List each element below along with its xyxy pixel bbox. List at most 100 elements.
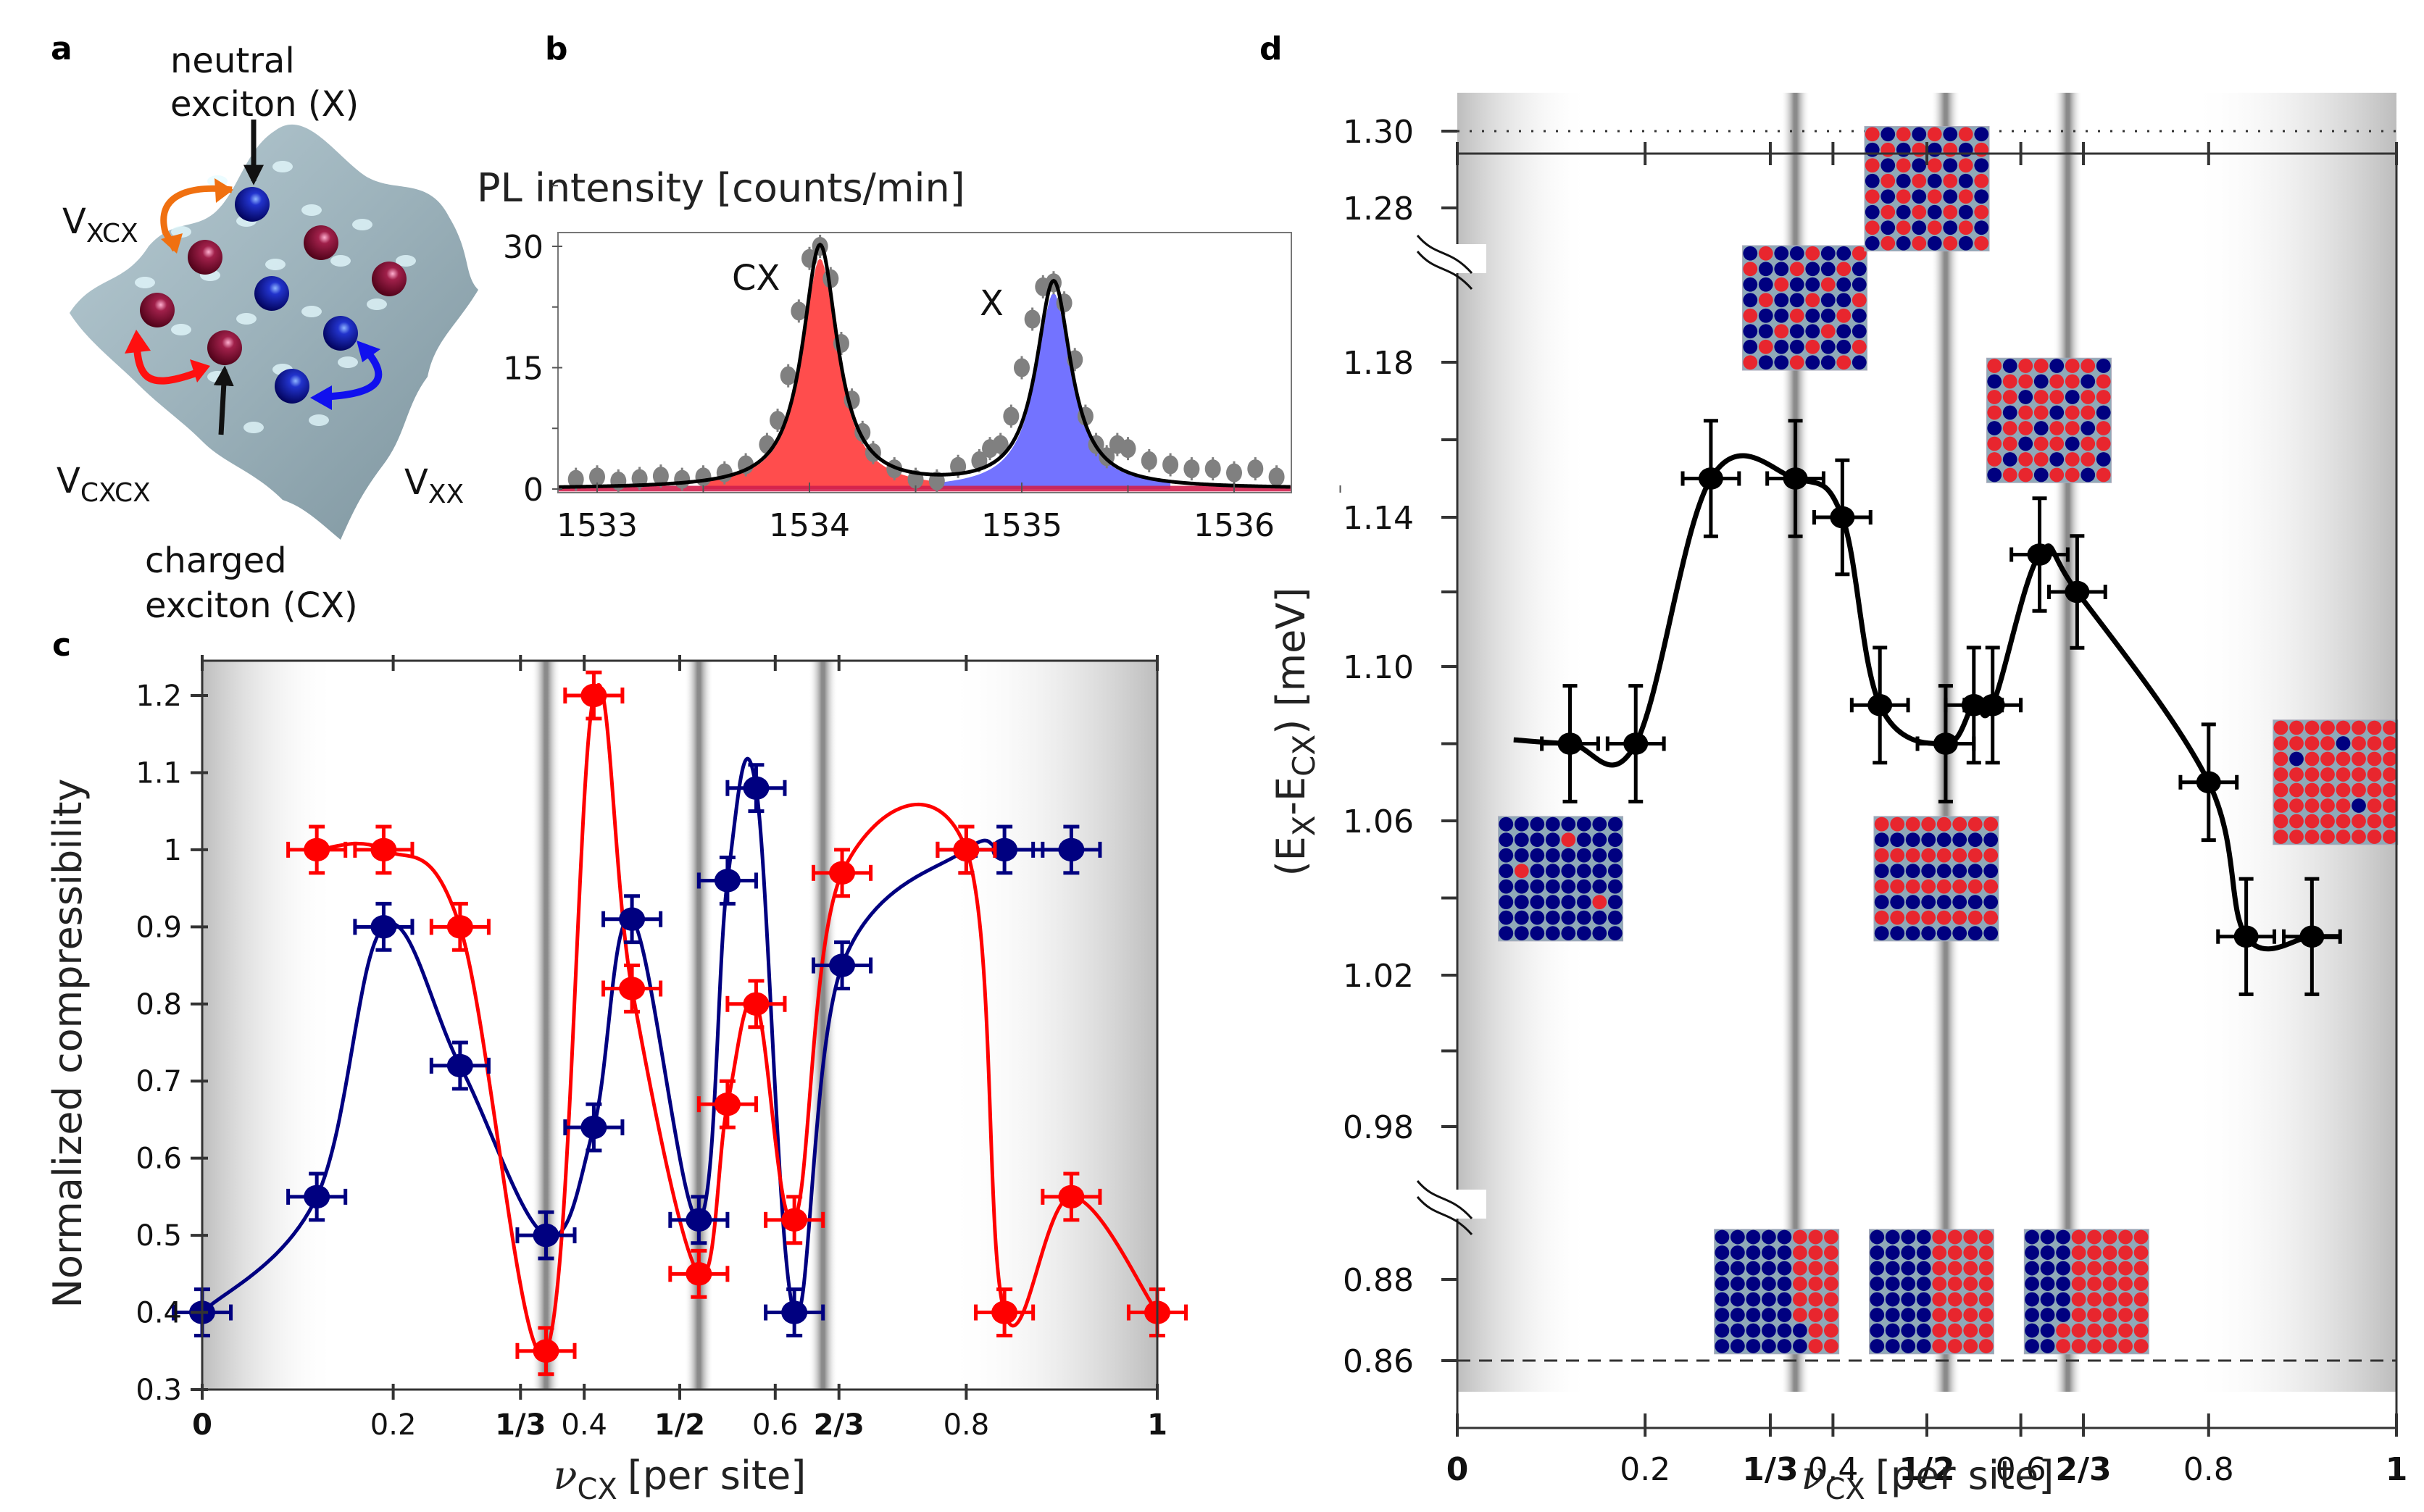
charged-site (2320, 782, 2335, 798)
neutral-site (1545, 848, 1560, 863)
neutral-site (1836, 293, 1852, 308)
charged-site (1936, 816, 1952, 832)
charged-site (1978, 1323, 1994, 1338)
y-tick-label: 0.5 (136, 1219, 182, 1253)
neutral-site (1805, 277, 1820, 292)
neutral-site (1715, 1245, 1730, 1260)
charged-site (2118, 1339, 2133, 1353)
charged-site (2320, 736, 2335, 751)
x-tick-label: 1/3 (495, 1408, 546, 1442)
neutral-site (1730, 1292, 1745, 1307)
neutral-site (1758, 308, 1773, 323)
charged-site (2087, 1308, 2102, 1322)
axis-break-mask (1428, 244, 1486, 273)
neutral-site (1774, 293, 1789, 308)
peak-fill-x (936, 293, 1171, 489)
charged-site (1905, 848, 1920, 863)
neutral-site (1852, 262, 1867, 277)
charged-site (1974, 235, 1989, 251)
charged-site (2273, 736, 2288, 751)
neutral-site (1743, 293, 1758, 308)
charged-site (2065, 374, 2080, 389)
y-tick-label: 0 (523, 472, 543, 509)
y-tick-label: 1.18 (1343, 345, 1414, 382)
neutral-site (1499, 926, 1514, 941)
neutral-site (1777, 1292, 1792, 1307)
v-xx-arrowhead-2 (310, 385, 332, 410)
panel-b-marks (558, 235, 1291, 493)
data-point (781, 1300, 808, 1324)
charged-site (2133, 1308, 2149, 1322)
charged-site (2383, 798, 2397, 813)
charged-site (1947, 1292, 1962, 1307)
charged-site (2087, 1292, 2102, 1307)
data-point (1698, 467, 1723, 490)
neutral-site (1607, 848, 1623, 863)
neutral-site (1762, 1323, 1776, 1338)
neutral-site (1789, 339, 1804, 354)
charged-site (2383, 751, 2397, 767)
neutral-site (1820, 262, 1836, 277)
x-tick-label: 1/2 (654, 1408, 705, 1442)
neutral-site (1974, 158, 1989, 173)
charged-site (1967, 879, 1983, 894)
surface-highlight (171, 226, 191, 238)
panel-letter-d: d (1259, 30, 1283, 67)
charged-site (2304, 720, 2320, 735)
data-point (2065, 580, 2090, 603)
neutral-site (2040, 1261, 2055, 1276)
neutral-site (1499, 848, 1514, 863)
neutral-site (1974, 220, 1989, 235)
neutral-site (1730, 1323, 1745, 1338)
neutral-site (1921, 895, 1936, 910)
neutral-site (1943, 127, 1958, 142)
charged-site (2118, 1245, 2133, 1260)
y-tick-label: 1 (164, 834, 182, 867)
charged-site (1983, 910, 1999, 925)
x-tick-label: 0 (192, 1408, 212, 1442)
charged-site (2367, 720, 2382, 735)
charged-site (2289, 814, 2304, 829)
neutral-site (1852, 308, 1867, 323)
charged-exciton-ball (372, 262, 407, 296)
neutral-site (1905, 926, 1920, 941)
x-tick-label: 1 (1147, 1408, 1167, 1442)
edge-shading-right (947, 661, 1157, 1390)
neutral-site (2040, 1245, 2055, 1260)
neutral-site (1514, 832, 1529, 848)
x-tick-label: 1533 (557, 507, 638, 544)
neutral-exciton-label-line1: neutral (170, 41, 295, 81)
neutral-site (1746, 1261, 1761, 1276)
data-point (714, 869, 741, 893)
charged-site (1514, 864, 1529, 879)
charged-site (2102, 1229, 2117, 1245)
data-point (370, 915, 397, 939)
neutral-site (2049, 405, 2065, 420)
neutral-site (1576, 864, 1591, 879)
charged-site (2065, 359, 2080, 373)
neutral-site (1762, 1277, 1776, 1291)
charged-site (2289, 720, 2304, 735)
neutral-site (1958, 173, 1973, 188)
neutral-site (1774, 246, 1789, 261)
neutral-site (2096, 359, 2111, 373)
charged-site (1978, 1245, 1994, 1260)
charged-site (2352, 767, 2366, 782)
neutral-site (2049, 452, 2065, 467)
neutral-site (1936, 926, 1952, 941)
data-point (619, 977, 646, 1001)
charged-site (2320, 830, 2335, 844)
charged-site (2304, 751, 2320, 767)
neutral-site (1746, 1292, 1761, 1307)
charged-site (1983, 848, 1999, 863)
charged-site (1952, 910, 1967, 925)
fit-curve (559, 242, 1291, 489)
neutral-site (2056, 1245, 2070, 1260)
charged-site (2018, 452, 2033, 467)
charged-site (1852, 246, 1867, 261)
panel-d-energy: 0 0.2 1/3 0.4 1/2 0.6 2/3 0.8 1 0.86 0.88 0.98 1.02 1… (1268, 93, 2407, 1506)
charged-site (2352, 830, 2366, 844)
charged-site (2071, 1339, 2086, 1353)
neutral-site (2025, 1308, 2039, 1322)
charged-site (2304, 798, 2320, 813)
